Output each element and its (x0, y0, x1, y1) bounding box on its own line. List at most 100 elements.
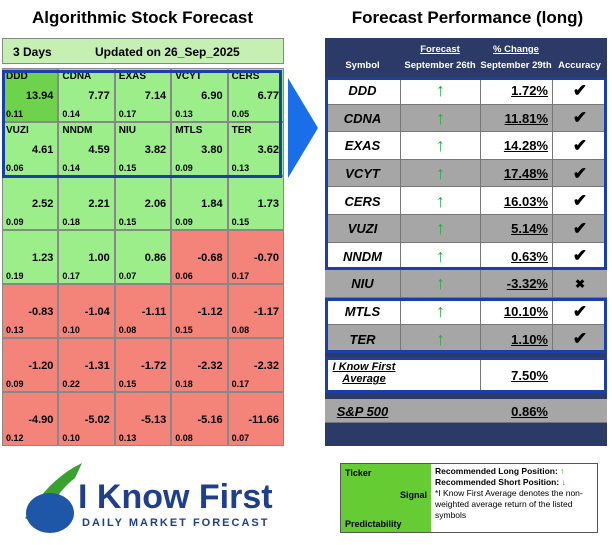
grid-cell: -0.70 0.17 (227, 230, 284, 284)
row-change: 14.28% (480, 132, 552, 160)
cell-ticker: NNDM (62, 125, 93, 136)
perf-row: TER ↑ 1.10% ✔ (325, 325, 607, 353)
row-accuracy: ✖ (552, 270, 607, 298)
cell-predictability: 0.06 (175, 271, 193, 281)
cell-predictability: 0.17 (231, 379, 250, 389)
legend-signal: Signal (399, 490, 427, 500)
cell-predictability: 0.10 (62, 433, 80, 443)
legend-short-text: Recommended Short Position: (435, 477, 560, 487)
row-change: 0.63% (480, 242, 552, 271)
grid-cell: 2.06 0.15 (114, 176, 172, 230)
grid-cell: CERS 6.77 0.05 (227, 68, 284, 122)
cell-signal: 4.61 (31, 144, 54, 156)
average-change: 7.50% (480, 357, 552, 393)
cell-predictability: 0.08 (231, 325, 250, 335)
row-accuracy: ✔ (552, 77, 607, 105)
perf-row: DDD ↑ 1.72% ✔ (325, 77, 607, 105)
logo-name: I Know First (78, 478, 273, 516)
row-change: 1.72% (480, 77, 552, 105)
row-accuracy: ✔ (552, 325, 607, 353)
cell-signal: 1.23 (31, 252, 54, 264)
cell-signal: 3.80 (201, 144, 223, 156)
arrow (288, 78, 318, 178)
cell-signal: -1.17 (253, 306, 279, 318)
highlight-box (2, 70, 282, 178)
grid-cell: 2.52 0.09 (2, 176, 59, 230)
legend-long: Recommended Long Position: ↑ (435, 466, 595, 477)
row-forecast: ↑ (400, 215, 480, 243)
row-symbol: NNDM (343, 248, 382, 264)
row-accuracy: ✔ (552, 132, 607, 160)
row-forecast: ↑ (400, 132, 480, 160)
row-accuracy: ✔ (552, 242, 607, 271)
grid-cell: -4.90 0.12 (2, 392, 59, 446)
cell-predictability: 0.22 (62, 379, 80, 389)
cell-ticker: NIU (118, 125, 137, 136)
row-forecast: ↑ (400, 297, 480, 326)
cell-ticker: CDNA (62, 71, 92, 82)
grid-cell: -5.02 0.10 (58, 392, 115, 446)
grid-cell: -0.83 0.13 (2, 284, 59, 338)
cell-signal: 1.73 (257, 198, 279, 210)
grid-cell: VCYT 6.90 0.13 (171, 68, 228, 122)
updated: Updated on 26_Sep_2025 (95, 45, 240, 59)
row-forecast: ↑ (400, 242, 480, 271)
row-accuracy: ✔ (552, 159, 607, 188)
cell-signal: -1.04 (84, 306, 110, 318)
row-forecast: ↑ (400, 159, 480, 188)
legend-note: *I Know First Average denotes the non-we… (435, 488, 583, 520)
perf-row: EXAS ↑ 14.28% ✔ (325, 132, 607, 160)
cell-predictability: 0.15 (118, 379, 137, 389)
cell-ticker: DDD (6, 71, 28, 82)
cell-signal: 4.59 (88, 144, 110, 156)
cell-ticker: EXAS (118, 71, 147, 82)
row-symbol: DDD (348, 83, 377, 99)
row-change: 16.03% (480, 187, 552, 215)
row-symbol: VUZI (347, 221, 378, 237)
grid-cell: 0.86 0.07 (114, 230, 172, 284)
performance-table: Symbol Forecast September 26th % Change Sept… (325, 38, 607, 446)
cell-predictability: 0.06 (6, 163, 24, 173)
grid-cell: -1.17 0.08 (227, 284, 284, 338)
cell-predictability: 0.18 (62, 217, 80, 227)
cell-signal: 7.77 (88, 90, 110, 102)
header-change-date: September 29th (480, 60, 552, 71)
cell-ticker: VCYT (175, 71, 202, 82)
grid-cell: 1.84 0.09 (171, 176, 228, 230)
right-title: Forecast Performance (long) (351, 8, 584, 27)
row-symbol: EXAS (344, 138, 381, 154)
cell-predictability: 0.09 (175, 217, 193, 227)
row-change: 10.10% (480, 297, 552, 326)
left-title: Algorithmic Stock Forecast (31, 8, 254, 27)
cell-ticker: CERS (231, 71, 260, 82)
cell-signal: -0.83 (28, 306, 54, 318)
cell-predictability: 0.14 (62, 163, 80, 173)
header-forecast: Forecast (420, 44, 460, 55)
row-accuracy: ✔ (552, 104, 607, 133)
grid-cell: DDD 13.94 0.11 (2, 68, 59, 122)
cell-signal: 2.52 (31, 198, 54, 210)
cell-signal: 3.62 (257, 144, 279, 156)
legend: Ticker Signal Predictability Recommended… (340, 463, 598, 533)
cell-predictability: 0.08 (118, 325, 137, 335)
cell-signal: 1.84 (201, 198, 223, 210)
cell-predictability: 0.08 (175, 433, 193, 443)
highlight-box (325, 77, 607, 271)
cell-predictability: 0.14 (62, 109, 80, 119)
row-forecast: ↑ (400, 325, 480, 353)
perf-row: VUZI ↑ 5.14% ✔ (325, 215, 607, 243)
cell-predictability: 0.18 (175, 379, 193, 389)
row-forecast: ↑ (400, 104, 480, 133)
horizon: 3 Days (13, 45, 52, 59)
cell-signal: 1.00 (88, 252, 110, 264)
cell-signal: -4.90 (28, 414, 54, 426)
cell-predictability: 0.13 (231, 163, 250, 173)
cell-predictability: 0.13 (118, 433, 137, 443)
grid-cell: NNDM 4.59 0.14 (58, 122, 115, 176)
cell-predictability: 0.15 (175, 325, 193, 335)
benchmark-label: S&P 500 (336, 403, 389, 419)
header-symbol: Symbol (345, 60, 380, 71)
grid-cell: -1.12 0.15 (171, 284, 228, 338)
cell-signal: 2.21 (88, 198, 110, 210)
row-change: 1.10% (480, 325, 552, 353)
